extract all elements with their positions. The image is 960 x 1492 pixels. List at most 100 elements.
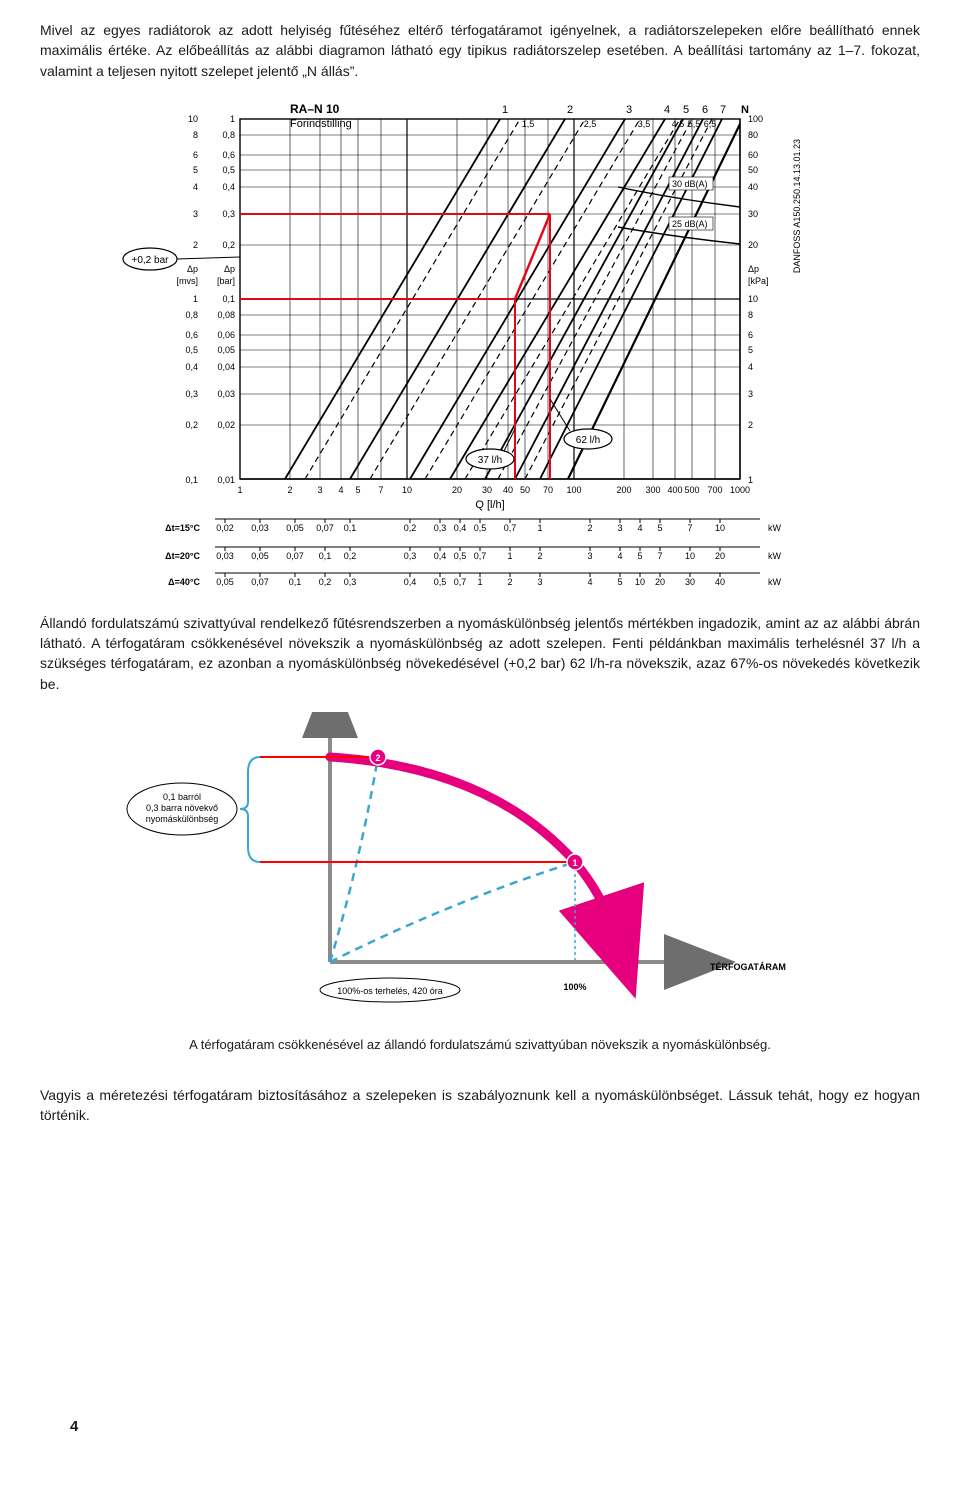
bottom-scale-tick: 1 — [537, 523, 542, 533]
yr-3: 50 — [748, 165, 758, 175]
ylo-1: 8 — [193, 130, 198, 140]
curve-label-3: 3 — [626, 104, 632, 116]
bottom-scale-tick: 30 — [685, 577, 695, 587]
bottom-scale-tick: 0,5 — [474, 523, 487, 533]
bottom-scale-tick: 10 — [685, 551, 695, 561]
bottom-scale-tick: 0,05 — [286, 523, 304, 533]
page-number: 4 — [70, 1416, 78, 1438]
bottom-scale-tick: 0,03 — [216, 551, 234, 561]
bottom-scale-tick: 5 — [657, 523, 662, 533]
svg-text:1: 1 — [572, 858, 577, 868]
yli-13: 0,02 — [217, 420, 235, 430]
curve-label-7: 7 — [720, 104, 726, 116]
ylo-unit-a: Δp — [187, 264, 198, 274]
db-label-25: 25 dB(A) — [672, 219, 708, 229]
yr-0: 100 — [748, 114, 763, 124]
svg-text:+0,2 bar: +0,2 bar — [132, 255, 170, 266]
curve-label-3p5: 3,5 — [638, 119, 651, 129]
x-7: 20 — [452, 485, 462, 495]
curve-label-4p5: 4,5 — [672, 119, 685, 129]
x-12: 100 — [566, 485, 581, 495]
yr-11: 4 — [748, 362, 753, 372]
x-0: 1 — [237, 485, 242, 495]
bottom-scale-tick: 3 — [537, 577, 542, 587]
yli-6: 0,2 — [222, 240, 235, 250]
ylo-0: 10 — [188, 114, 198, 124]
x-13: 200 — [616, 485, 631, 495]
bottom-scale-tick: 0,02 — [216, 523, 234, 533]
bottom-scale-tick: 2 — [587, 523, 592, 533]
bottom-scale-tick: 10 — [715, 523, 725, 533]
bottom-scale-tick: 0,4 — [404, 577, 417, 587]
x-6: 10 — [402, 485, 412, 495]
pump-curve-chart: 0,1 barról 0,3 barra növekvő nyomáskülön… — [120, 712, 840, 1012]
yli-11: 0,04 — [217, 362, 235, 372]
ylo-2: 6 — [193, 150, 198, 160]
bottom-scale-tick: 0,3 — [434, 523, 447, 533]
yli-14: 0,01 — [217, 475, 235, 485]
bottom-scale-tick: 0,07 — [316, 523, 334, 533]
yr-6: 20 — [748, 240, 758, 250]
yli-9: 0,06 — [217, 330, 235, 340]
bottom-scale-tick: 0,4 — [434, 551, 447, 561]
yli-1: 0,8 — [222, 130, 235, 140]
bottom-scale-tick: 4 — [617, 551, 622, 561]
yli-3: 0,5 — [222, 165, 235, 175]
curve-label-5: 5 — [683, 104, 689, 116]
yr-5: 30 — [748, 209, 758, 219]
curve-label-1p5: 1,5 — [522, 119, 535, 129]
svg-text:100%-os terhelés, 420 óra: 100%-os terhelés, 420 óra — [337, 986, 443, 996]
x-5: 7 — [378, 485, 383, 495]
x-axis-title: TÉRFOGATÁRAM — [710, 962, 786, 972]
op-point-2: 2 — [370, 749, 386, 765]
yli-2: 0,6 — [222, 150, 235, 160]
svg-text:2: 2 — [375, 753, 380, 763]
x-4: 5 — [355, 485, 360, 495]
op-point-1: 1 — [567, 854, 583, 870]
yr-13: 2 — [748, 420, 753, 430]
bs2-label: Δ=40°C — [168, 577, 200, 587]
bs0-label: Δt=15°C — [165, 523, 200, 533]
bottom-scale-tick: 7 — [687, 523, 692, 533]
curve-label-2: 2 — [567, 104, 573, 116]
bottom-scale-tick: 4 — [587, 577, 592, 587]
bottom-scale-tick: 0,3 — [404, 551, 417, 561]
chart1-title: RA–N 10 — [290, 102, 340, 116]
bottom-scale-tick: 0,2 — [344, 551, 357, 561]
bottom-scale-tick: 5 — [617, 577, 622, 587]
svg-text:37 l/h: 37 l/h — [478, 455, 502, 466]
yr-1: 80 — [748, 130, 758, 140]
x-18: 1000 — [730, 485, 750, 495]
curve-label-5p5: 5,5 — [688, 119, 701, 129]
bottom-scale-tick: 0,1 — [344, 523, 357, 533]
bottom-scale-tick: 0,1 — [319, 551, 332, 561]
svg-text:nyomáskülönbség: nyomáskülönbség — [146, 814, 219, 824]
ylo-3: 5 — [193, 165, 198, 175]
yli-unit-b: [bar] — [217, 276, 235, 286]
left-bubble: 0,1 barról 0,3 barra növekvő nyomáskülön… — [127, 783, 237, 835]
curve-label-4: 4 — [664, 104, 670, 116]
bs1-unit: kW — [768, 551, 782, 561]
yli-12: 0,03 — [217, 389, 235, 399]
bottom-bubble: 100%-os terhelés, 420 óra — [320, 978, 460, 1002]
x-3: 4 — [338, 485, 343, 495]
yr-2: 60 — [748, 150, 758, 160]
system-curve-2 — [330, 757, 378, 962]
ylo-14: 0,1 — [185, 475, 198, 485]
bottom-scale-tick: 0,03 — [251, 523, 269, 533]
system-curve — [330, 862, 575, 962]
yr-12: 3 — [748, 389, 753, 399]
yr-8: 8 — [748, 310, 753, 320]
ylo-10: 0,5 — [185, 345, 198, 355]
yli-10: 0,05 — [217, 345, 235, 355]
curve-label-6: 6 — [702, 104, 708, 116]
x-14: 300 — [645, 485, 660, 495]
bottom-scale-tick: 0,7 — [504, 523, 517, 533]
bottom-scale-tick: 0,2 — [319, 577, 332, 587]
intro-paragraph-2: Állandó fordulatszámú szivattyúval rende… — [40, 613, 920, 694]
bottom-scale-tick: 2 — [507, 577, 512, 587]
yr-10: 5 — [748, 345, 753, 355]
x-10: 50 — [520, 485, 530, 495]
bottom-scale-tick: 1 — [507, 551, 512, 561]
ylo-4: 4 — [193, 182, 198, 192]
